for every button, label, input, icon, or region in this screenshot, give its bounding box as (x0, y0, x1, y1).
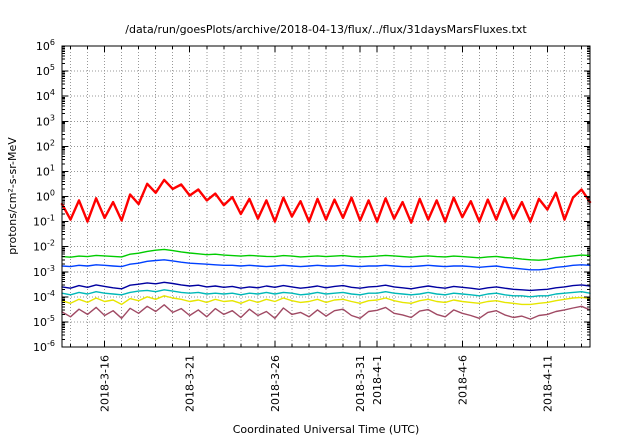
series-line-green (61, 248, 591, 261)
svg-text:103: 103 (36, 113, 55, 128)
svg-text:10-6: 10-6 (33, 339, 55, 354)
x-tick-label: 2018-3-26 (269, 355, 282, 412)
y-tick-labels: 106 105 104 103 102 101 100 10-1 10-2 10-3 10-4 10-… (33, 38, 55, 354)
series-line-red (60, 178, 592, 224)
x-tick-label: 2018-3-16 (99, 355, 112, 412)
svg-text:10-1: 10-1 (33, 214, 55, 229)
x-tick-label: 2018-4-6 (456, 355, 469, 405)
x-tick-label: 2018-3-21 (184, 355, 197, 412)
svg-text:104: 104 (36, 88, 55, 103)
x-tick-labels: 2018-3-16 2018-3-21 2018-3-26 2018-3-31 2018… (99, 355, 555, 412)
svg-text:101: 101 (36, 163, 55, 178)
series-line-blue (61, 259, 591, 271)
series-line-navy (61, 281, 591, 292)
svg-text:102: 102 (36, 138, 55, 153)
series-line-purple (61, 304, 591, 320)
series-lines (60, 178, 592, 320)
x-tick-label: 2018-4-1 (371, 355, 384, 405)
x-axis-label: Coordinated Universal Time (UTC) (232, 423, 420, 436)
svg-text:105: 105 (36, 63, 55, 78)
svg-text:10-2: 10-2 (33, 239, 55, 254)
x-tick-label: 2018-4-11 (541, 355, 554, 412)
x-tick-label: 2018-3-31 (354, 355, 367, 412)
plot-border (61, 45, 591, 348)
series-line-cyan (61, 289, 591, 298)
chart-title: /data/run/goesPlots/archive/2018-04-13/f… (125, 23, 527, 36)
svg-text:100: 100 (36, 189, 55, 204)
svg-text:10-3: 10-3 (33, 264, 55, 279)
svg-text:10-4: 10-4 (33, 289, 55, 304)
svg-text:106: 106 (36, 38, 55, 53)
series-line-yellow (61, 295, 591, 306)
svg-text:10-5: 10-5 (33, 314, 55, 329)
